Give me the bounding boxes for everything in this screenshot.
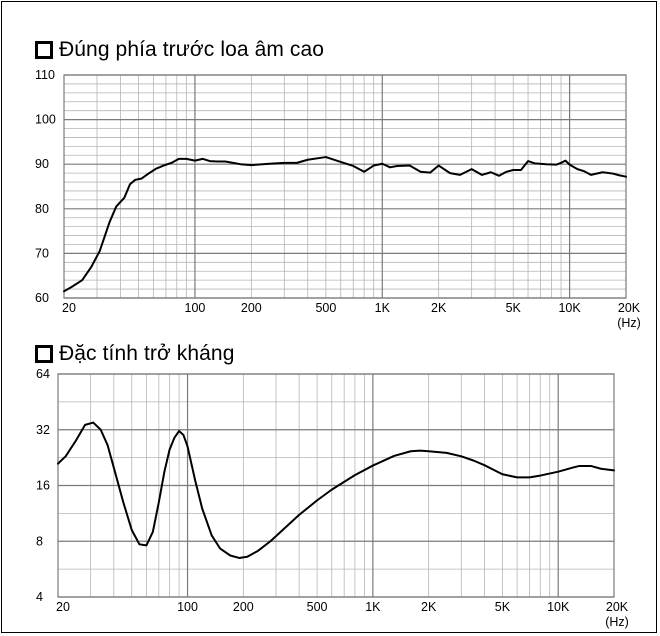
x-tick-label: 5K xyxy=(495,600,511,614)
x-tick-label: 20K xyxy=(618,301,641,315)
y-tick-label: 80 xyxy=(35,202,49,216)
y-tick-label: 90 xyxy=(35,157,49,171)
series-line-0 xyxy=(57,421,615,559)
y-tick-label: 32 xyxy=(36,423,50,437)
x-tick-label: 100 xyxy=(177,600,198,614)
x-tick-label: 20 xyxy=(56,600,70,614)
y-tick-label: 60 xyxy=(35,291,49,305)
plot-area-border xyxy=(63,74,627,299)
frequency-response-heading: Đúng phía trước loa âm cao xyxy=(35,37,324,63)
plot-area-border xyxy=(57,373,615,598)
x-tick-label: 2K xyxy=(421,600,437,614)
y-tick-label: 70 xyxy=(35,246,49,260)
y-tick-label: 110 xyxy=(35,68,55,82)
x-tick-label: 200 xyxy=(241,301,262,315)
x-tick-label: 1K xyxy=(365,600,381,614)
y-tick-label: 64 xyxy=(36,367,50,381)
x-tick-label: 2K xyxy=(431,301,447,315)
square-bullet-icon xyxy=(35,41,53,59)
x-tick-label: 10K xyxy=(558,301,581,315)
frequency-response-title: Đúng phía trước loa âm cao xyxy=(59,38,325,61)
x-axis-unit: (Hz) xyxy=(605,615,629,629)
y-tick-label: 4 xyxy=(36,590,43,604)
impedance-heading: Đặc tính trở kháng xyxy=(35,341,235,367)
x-axis-unit: (Hz) xyxy=(617,316,641,330)
x-tick-label: 20 xyxy=(62,301,76,315)
series-line-0 xyxy=(63,156,627,293)
impedance-title: Đặc tính trở kháng xyxy=(59,342,235,365)
x-tick-label: 500 xyxy=(307,600,328,614)
y-tick-label: 8 xyxy=(36,534,43,548)
y-tick-label: 16 xyxy=(36,479,50,493)
x-tick-label: 200 xyxy=(233,600,254,614)
x-tick-label: 20K xyxy=(606,600,629,614)
y-tick-label: 100 xyxy=(35,113,56,127)
x-tick-label: 100 xyxy=(185,301,206,315)
x-tick-label: 10K xyxy=(547,600,570,614)
x-tick-label: 5K xyxy=(506,301,522,315)
x-tick-label: 1K xyxy=(375,301,391,315)
square-bullet-icon xyxy=(35,345,53,363)
x-tick-label: 500 xyxy=(315,301,336,315)
